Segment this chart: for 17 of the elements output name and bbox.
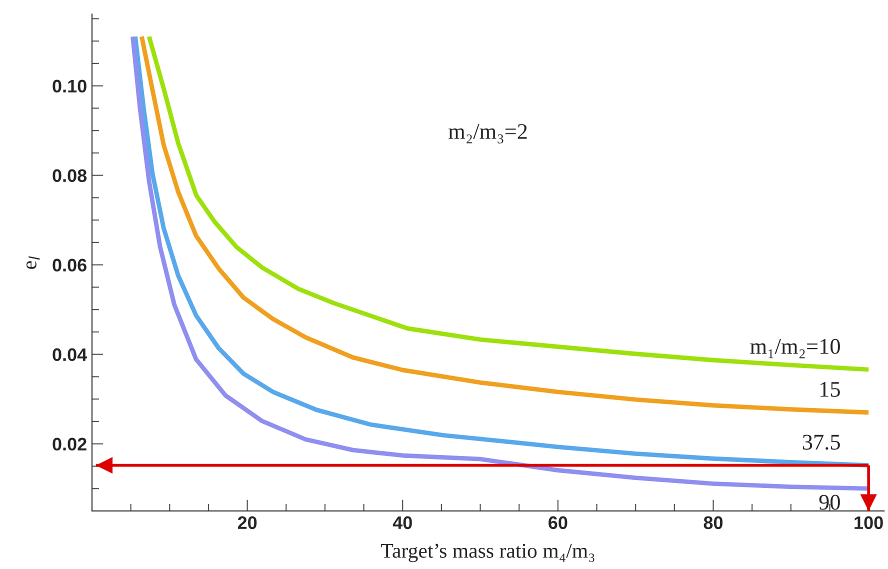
y-tick-label: 0.08 — [52, 169, 87, 182]
x-tick-label: 80 — [704, 516, 723, 530]
x-tick-label: 100 — [854, 516, 883, 530]
x-tick-label: 40 — [392, 516, 412, 530]
x-tick-label: 20 — [238, 516, 257, 530]
x-tick-label: 60 — [548, 516, 568, 530]
y-tick-label: 0.10 — [52, 80, 86, 93]
y-tick-label: 0.04 — [52, 348, 88, 362]
y-tick-label: 0.06 — [52, 258, 86, 272]
y-tick-label: 0.02 — [52, 438, 86, 451]
y-axis-title: e$_{l}$ — [26, 256, 40, 269]
annotation: 15 — [820, 382, 840, 397]
annotation: 90 — [819, 494, 840, 510]
annotation: m₂/m₃=2 — [448, 124, 527, 144]
annotation: 37.5 — [802, 434, 840, 450]
x-axis-title: Target’s mass ratio m₄/m₃ — [381, 544, 594, 562]
annotation: m₁/m₂=10 — [750, 338, 840, 358]
